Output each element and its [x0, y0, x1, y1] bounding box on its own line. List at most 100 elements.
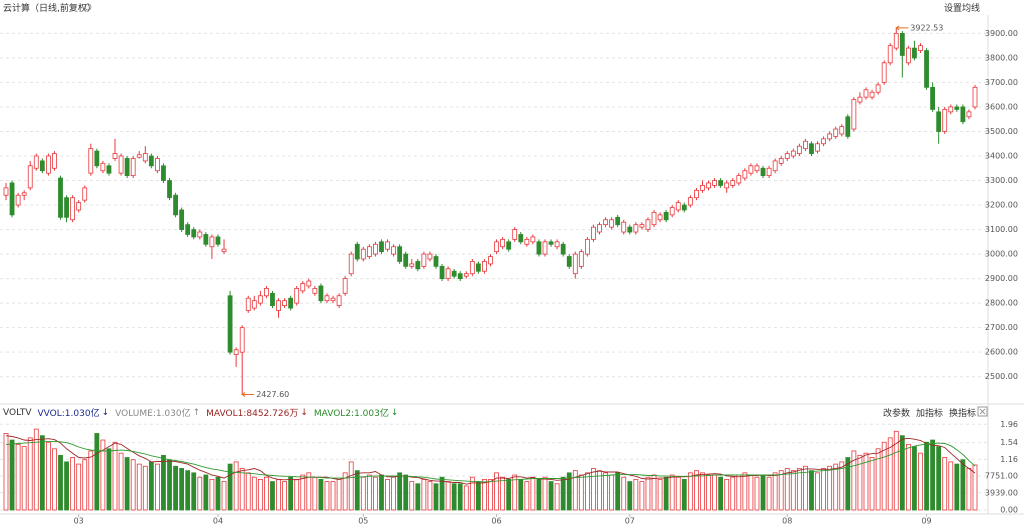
ma-line	[5, 440, 976, 483]
volume-bar	[185, 470, 191, 511]
volume-bar	[899, 435, 905, 511]
candle-body	[409, 263, 415, 267]
close-icon-cross	[979, 408, 986, 415]
candle-body	[282, 300, 287, 306]
volume-bar	[597, 470, 602, 511]
candle-body	[161, 165, 166, 181]
y-tick-label: 3800.00	[985, 53, 1018, 62]
candle-body	[433, 256, 439, 267]
volume-bar	[863, 452, 869, 511]
candle-body	[821, 138, 826, 145]
volume-bar	[936, 446, 942, 511]
y-tick-label: 7751.00	[985, 472, 1018, 481]
volume-bar	[675, 476, 681, 511]
candle-body	[439, 265, 445, 280]
volume-bar	[748, 474, 754, 511]
candle-body	[209, 236, 215, 248]
volume-bar	[294, 478, 300, 511]
volume-bar	[591, 468, 596, 511]
volume-bar	[803, 465, 808, 511]
indicator-button[interactable]: 加指标	[915, 409, 943, 419]
candle-body	[106, 165, 112, 174]
candle-body	[778, 158, 784, 164]
candle-body	[766, 167, 772, 177]
candle-body	[863, 89, 869, 98]
candle-body	[70, 197, 76, 221]
volume-bar	[488, 478, 493, 511]
candle-body	[397, 246, 403, 262]
candle-body	[197, 231, 203, 238]
x-tick-label: 04	[213, 517, 223, 526]
volume-bar	[366, 474, 372, 511]
y-tick-label: 3200.00	[985, 201, 1018, 210]
settings-icon[interactable]	[84, 3, 92, 11]
volume-bar	[124, 457, 130, 511]
ma-button-label[interactable]: 设置均线	[943, 4, 980, 14]
candle-body	[833, 128, 839, 137]
candle-body	[790, 150, 796, 157]
legend-arrow: ↑	[192, 407, 201, 418]
candle-body	[936, 111, 942, 132]
candle-body	[167, 180, 172, 199]
candle-body	[918, 45, 923, 51]
volume-bar	[373, 476, 378, 511]
extreme-arrow	[895, 25, 909, 31]
candle-body	[675, 202, 681, 211]
volume-bar	[52, 448, 57, 511]
candle-body	[948, 106, 954, 113]
candle-body	[324, 295, 330, 302]
candle-body	[827, 133, 833, 140]
volume-bar	[397, 472, 403, 511]
indicator-button[interactable]: 换指标	[948, 409, 976, 419]
candle-body	[451, 270, 457, 277]
volume-bar	[960, 459, 966, 511]
volume-bar	[433, 483, 439, 511]
volume-bar	[276, 478, 281, 511]
indicator-button[interactable]: 改参数	[882, 409, 910, 419]
candle-body	[869, 91, 875, 98]
candle-body	[694, 189, 699, 199]
candle-body	[221, 248, 227, 253]
volume-bar	[603, 472, 608, 511]
close-icon[interactable]	[977, 406, 988, 417]
volume-bar	[227, 463, 233, 511]
volume-bar	[15, 444, 21, 511]
volume-bar	[972, 464, 978, 511]
volume-bar	[772, 472, 778, 511]
extreme-label: 2427.60	[256, 390, 289, 399]
volume-bar	[336, 478, 342, 511]
candle-body	[445, 268, 451, 280]
volume-bar	[70, 457, 76, 511]
candle-body	[360, 248, 366, 260]
candle-body	[857, 96, 863, 103]
candle-body	[148, 155, 154, 167]
volume-bar	[530, 476, 536, 511]
volume-bar	[621, 476, 627, 511]
volume-bar	[778, 470, 784, 511]
volume-bar	[815, 472, 820, 511]
candle-body	[651, 212, 657, 226]
volume-bar	[790, 470, 796, 511]
volume-bar	[33, 428, 39, 511]
candle-body	[912, 47, 917, 59]
volume-bar	[609, 474, 615, 511]
volume-bar	[403, 474, 409, 511]
candle-body	[385, 241, 390, 250]
indicator-buttons: 改参数 加指标 换指标	[883, 406, 976, 419]
candle-body	[639, 224, 645, 228]
y-tick-label: 3900.00	[985, 29, 1018, 38]
x-tick-label: 09	[921, 517, 931, 526]
volume-bar	[572, 470, 578, 511]
candle-body	[33, 155, 39, 169]
ma-button[interactable]: 设置均线	[944, 1, 980, 14]
candle-body	[427, 253, 433, 260]
legend-arrow: ↓	[101, 407, 110, 418]
volume-bar	[118, 452, 124, 511]
candle-body	[887, 45, 893, 64]
volume-bar	[506, 478, 512, 511]
candle-body	[179, 209, 185, 230]
volume-bar	[142, 465, 148, 511]
candle-body	[94, 150, 100, 167]
candle-body	[851, 99, 857, 130]
volume-bar	[167, 459, 172, 511]
